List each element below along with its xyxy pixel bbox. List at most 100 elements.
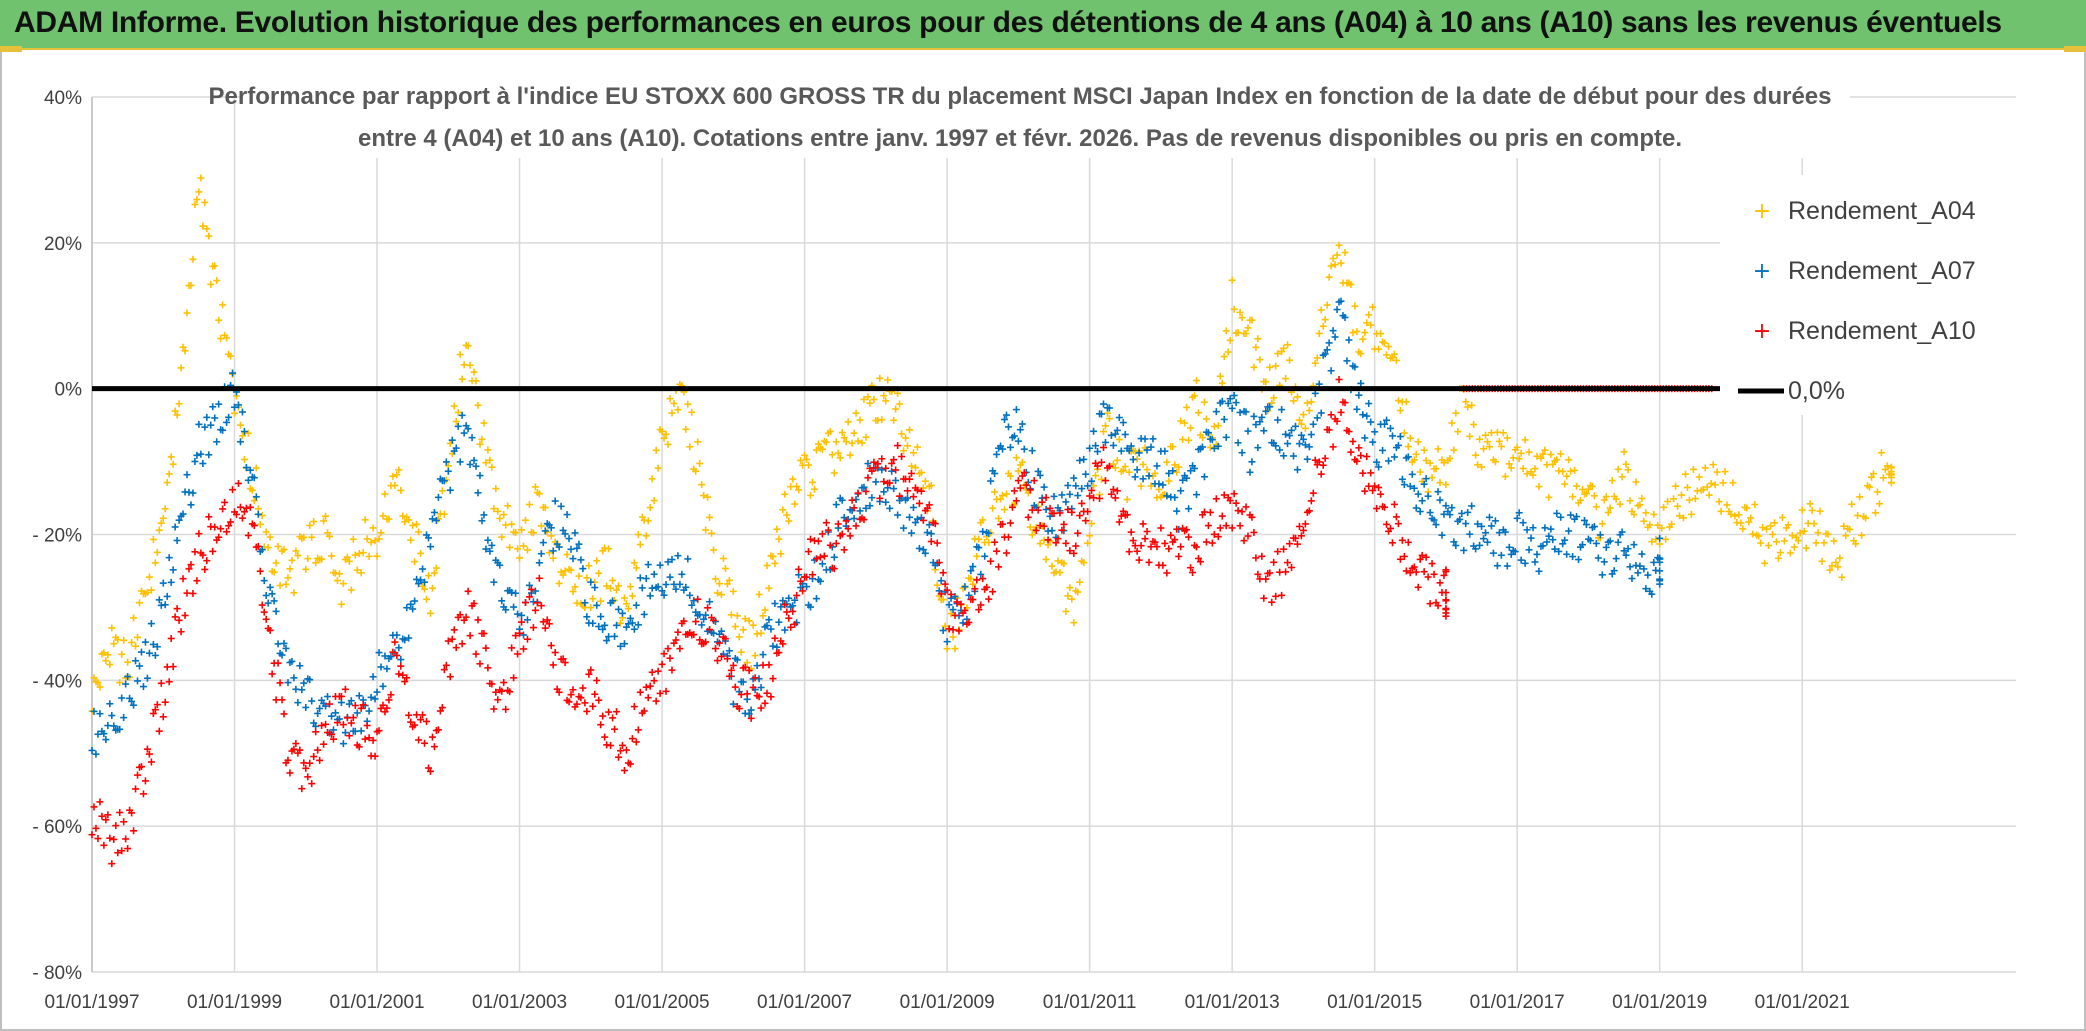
- point-Rendement_A10-3-6: [153, 701, 161, 709]
- point-Rendement_A04-78-1: [1480, 445, 1488, 453]
- point-Rendement_A04-65-2: [1250, 363, 1258, 371]
- point-Rendement_A04-90-6: [1703, 483, 1711, 491]
- point-Rendement_A10-3-0: [141, 777, 149, 785]
- point-Rendement_A07-81-1: [1533, 550, 1541, 558]
- point-Rendement_A04-41-6: [830, 469, 838, 477]
- y-tick-label-5: - 60%: [32, 817, 82, 838]
- point-Rendement_A04-82-6: [1561, 480, 1569, 488]
- point-Rendement_A10-25-8: [549, 661, 557, 669]
- point-Rendement_A10-37-4: [755, 693, 763, 701]
- point-Rendement_A04-94-7: [1776, 549, 1784, 557]
- point-Rendement_A04-81-2: [1535, 483, 1543, 491]
- point-Rendement_A10-42-5: [846, 532, 854, 540]
- point-Rendement_A07-81-6: [1543, 538, 1551, 546]
- point-Rendement_A10-23-0: [498, 687, 506, 695]
- point-Rendement_A04-38-0: [765, 584, 773, 592]
- point-Rendement_A10-59-1: [1141, 535, 1149, 543]
- point-Rendement_A07-52-2: [1018, 420, 1026, 428]
- point-Rendement_A10-14-3: [343, 714, 351, 722]
- point-Rendement_A07-83-6: [1579, 541, 1587, 549]
- point-Rendement_A04-43-6: [866, 399, 874, 407]
- point-Rendement_A07-55-6: [1080, 455, 1088, 463]
- point-Rendement_A10-56-7: [1099, 444, 1107, 452]
- point-Rendement_A04-57-1: [1105, 415, 1113, 423]
- point-Rendement_A10-64-7: [1242, 503, 1250, 511]
- point-Rendement_A10-7-2: [217, 525, 225, 533]
- point-Rendement_A10-68-8: [1315, 458, 1323, 466]
- point-Rendement_A04-32-3: [664, 440, 672, 448]
- point-Rendement_A07-50-7: [993, 450, 1001, 458]
- point-Rendement_A04-1-0: [106, 661, 114, 669]
- point-Rendement_A07-9-5: [258, 546, 266, 554]
- point-Rendement_A04-62-1: [1194, 409, 1202, 417]
- point-Rendement_A07-17-3: [397, 656, 405, 664]
- point-Rendement_A04-45-8: [906, 426, 914, 434]
- point-Rendement_A07-22-4: [488, 541, 496, 549]
- point-Rendement_A04-46-2: [911, 464, 919, 472]
- point-Rendement_A10-50-6: [991, 538, 999, 546]
- title-backdrop: [240, 78, 1850, 158]
- point-Rendement_A04-23-7: [512, 529, 520, 537]
- point-Rendement_A07-81-7: [1545, 532, 1553, 540]
- point-Rendement_A10-70-1: [1337, 408, 1345, 416]
- point-Rendement_A04-1-6: [118, 650, 126, 658]
- point-Rendement_A04-27-0: [569, 588, 577, 596]
- point-Rendement_A04-15-4: [363, 535, 371, 543]
- point-Rendement_A04-97-4: [1824, 530, 1832, 538]
- point-Rendement_A10-4-4: [167, 634, 175, 642]
- point-Rendement_A07-50-4: [987, 477, 995, 485]
- point-Rendement_A07-73-3: [1394, 441, 1402, 449]
- point-Rendement_A04-61-5: [1185, 436, 1193, 444]
- point-Rendement_A04-40-7: [814, 440, 822, 448]
- point-Rendement_A07-86-7: [1634, 569, 1642, 577]
- point-Rendement_A04-11-4: [292, 547, 300, 555]
- point-Rendement_A07-74-3: [1412, 504, 1420, 512]
- point-Rendement_A07-75-6: [1436, 496, 1444, 504]
- point-Rendement_A04-62-0: [1193, 377, 1201, 385]
- point-Rendement_A04-10-2: [270, 568, 278, 576]
- point-Rendement_A10-40-2: [805, 548, 813, 556]
- point-Rendement_A04-23-8: [514, 545, 522, 553]
- point-Rendement_A10-2-2: [128, 809, 136, 817]
- point-Rendement_A10-17-4: [399, 671, 407, 679]
- point-Rendement_A04-69-8: [1333, 251, 1341, 259]
- point-Rendement_A04-75-1: [1426, 459, 1434, 467]
- point-Rendement_A10-71-4: [1361, 487, 1369, 495]
- point-Rendement_A10-9-6: [260, 608, 268, 616]
- point-Rendement_A04-38-2: [769, 553, 777, 561]
- point-Rendement_A04-72-6: [1383, 351, 1391, 359]
- point-Rendement_A04-85-7: [1616, 500, 1624, 508]
- point-Rendement_A07-67-7: [1295, 440, 1303, 448]
- point-Rendement_A04-29-8: [620, 594, 628, 602]
- point-Rendement_A07-38-6: [777, 603, 785, 611]
- point-Rendement_A04-70-3: [1341, 249, 1349, 257]
- point-Rendement_A04-7-0: [213, 277, 221, 285]
- point-Rendement_A04-100-6: [1881, 465, 1889, 473]
- point-Rendement_A10-63-0: [1210, 530, 1218, 538]
- point-Rendement_A07-2-7: [137, 648, 145, 656]
- point-Rendement_A04-30-3: [628, 592, 636, 600]
- point-Rendement_A04-45-6: [902, 434, 910, 442]
- point-Rendement_A10-53-3: [1038, 498, 1046, 506]
- point-Rendement_A10-29-3: [611, 725, 619, 733]
- point-Rendement_A04-30-1: [624, 605, 632, 613]
- point-Rendement_A04-56-1: [1088, 520, 1096, 528]
- point-Rendement_A04-15-3: [361, 516, 369, 524]
- legend-a10-label: Rendement_A10: [1788, 317, 1976, 345]
- point-Rendement_A07-57-3: [1109, 441, 1117, 449]
- point-Rendement_A10-11-7: [298, 785, 306, 793]
- point-Rendement_A04-96-4: [1806, 500, 1814, 508]
- point-Rendement_A07-80-0: [1513, 514, 1521, 522]
- point-Rendement_A04-98-3: [1840, 522, 1848, 530]
- point-Rendement_A10-15-2: [359, 701, 367, 709]
- point-Rendement_A04-55-8: [1084, 539, 1092, 547]
- point-Rendement_A04-101-7: [1887, 479, 1895, 487]
- point-Rendement_A07-58-7: [1135, 449, 1143, 457]
- point-Rendement_A04-87-8: [1654, 521, 1662, 529]
- point-Rendement_A04-36-6: [741, 615, 749, 623]
- point-Rendement_A04-69-2: [1321, 316, 1329, 324]
- point-Rendement_A07-3-0: [141, 638, 149, 646]
- point-Rendement_A10-67-2: [1286, 540, 1294, 548]
- point-Rendement_A10-52-6: [1026, 486, 1034, 494]
